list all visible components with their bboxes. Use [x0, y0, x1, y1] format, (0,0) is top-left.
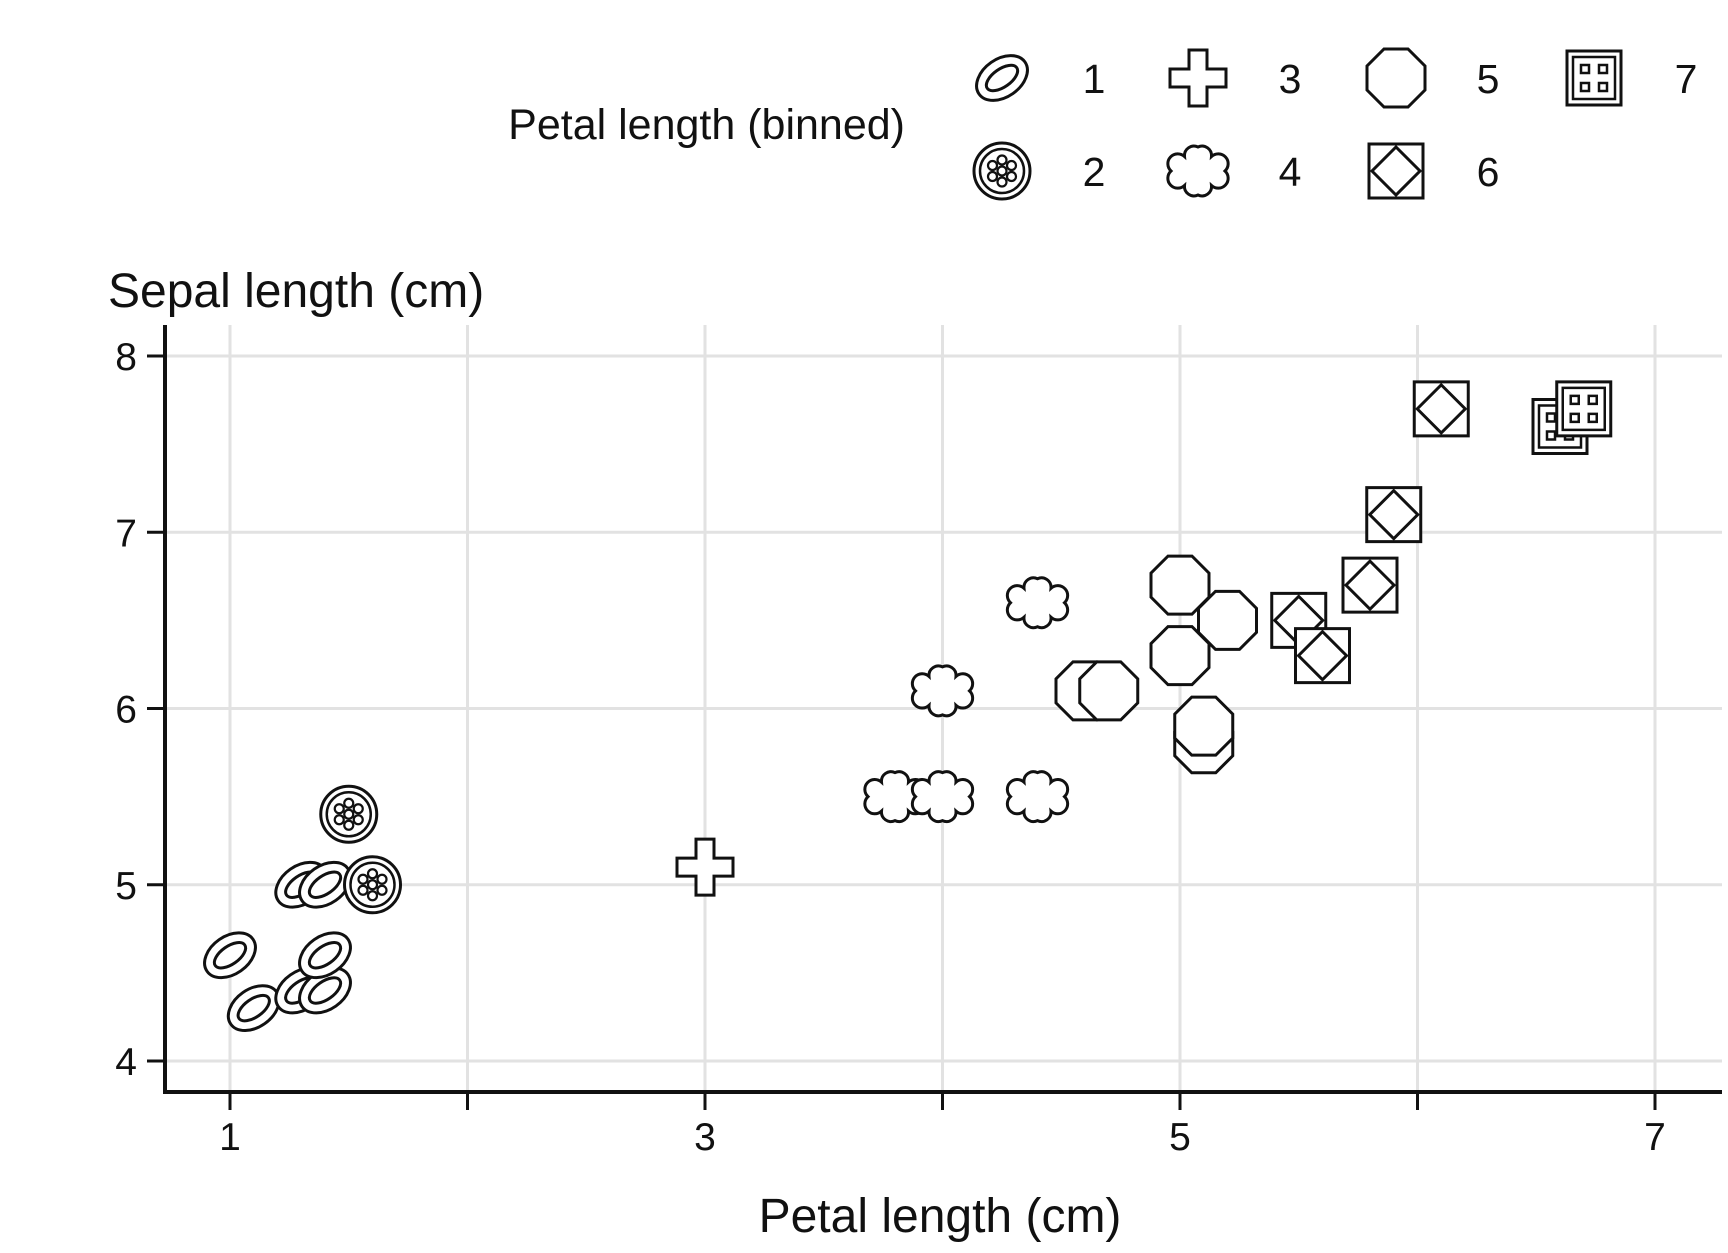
data-point-flower [910, 664, 975, 718]
legend-entry: 4 [1166, 144, 1302, 198]
legend-marker-grid-square [1565, 49, 1623, 107]
tick-labels: 1 3 5 7 4 5 6 7 8 [115, 336, 1666, 1159]
data-point-diamond-square [1365, 486, 1423, 544]
legend-marker-octagon [1365, 47, 1427, 109]
legend-entry: 3 [1168, 48, 1302, 108]
legend-marker-dotted-circle [972, 141, 1032, 201]
x-axis-title: Petal length (cm) [759, 1190, 1122, 1243]
legend-label: 6 [1477, 149, 1500, 195]
legend-marker-ellipse [966, 44, 1038, 112]
data-point-flower [1005, 576, 1070, 630]
x-tick-label: 5 [1169, 1116, 1191, 1159]
legend-label: 3 [1279, 56, 1302, 102]
legend-entry: 2 [972, 141, 1106, 201]
data-point-dotted-circle [343, 855, 402, 915]
x-tick-label: 3 [694, 1116, 716, 1159]
legend-entry: 5 [1365, 47, 1500, 109]
x-tick-label: 1 [219, 1116, 241, 1159]
data-point-diamond-square [1341, 556, 1399, 614]
y-axis-title: Sepal length (cm) [108, 265, 484, 318]
y-tick-label: 5 [115, 865, 137, 908]
data-point-diamond-square [1294, 627, 1351, 685]
legend: Petal length (binned) 1 2 3 4 5 6 7 [508, 44, 1698, 201]
y-tick-label: 4 [115, 1041, 137, 1084]
legend-entry: 1 [966, 44, 1106, 112]
data-points [194, 380, 1613, 1042]
axes [147, 325, 1722, 1110]
legend-label: 7 [1675, 56, 1698, 102]
data-point-grid-square [1555, 380, 1613, 438]
data-point-octagon [1197, 589, 1258, 651]
data-point-dotted-circle [319, 784, 379, 844]
legend-label: 2 [1083, 149, 1106, 195]
legend-entry: 6 [1367, 142, 1500, 200]
data-point-flower [910, 770, 975, 824]
legend-marker-diamond-square [1367, 142, 1425, 200]
data-point-diamond-square [1412, 380, 1470, 438]
legend-label: 4 [1279, 149, 1302, 195]
legend-marker-cross [1168, 48, 1228, 108]
y-tick-label: 6 [115, 689, 137, 732]
data-point-flower [1005, 770, 1070, 824]
legend-marker-flower [1166, 144, 1230, 198]
y-tick-label: 7 [115, 512, 137, 555]
legend-label: 1 [1083, 56, 1106, 102]
legend-label: 5 [1477, 56, 1500, 102]
legend-entry: 7 [1565, 49, 1698, 107]
legend-title: Petal length (binned) [508, 101, 905, 149]
data-point-octagon [1173, 695, 1235, 757]
data-point-octagon [1078, 660, 1140, 722]
data-point-cross [675, 837, 735, 897]
data-point-ellipse [194, 922, 266, 989]
x-tick-label: 7 [1644, 1116, 1666, 1159]
y-tick-label: 8 [115, 336, 137, 379]
